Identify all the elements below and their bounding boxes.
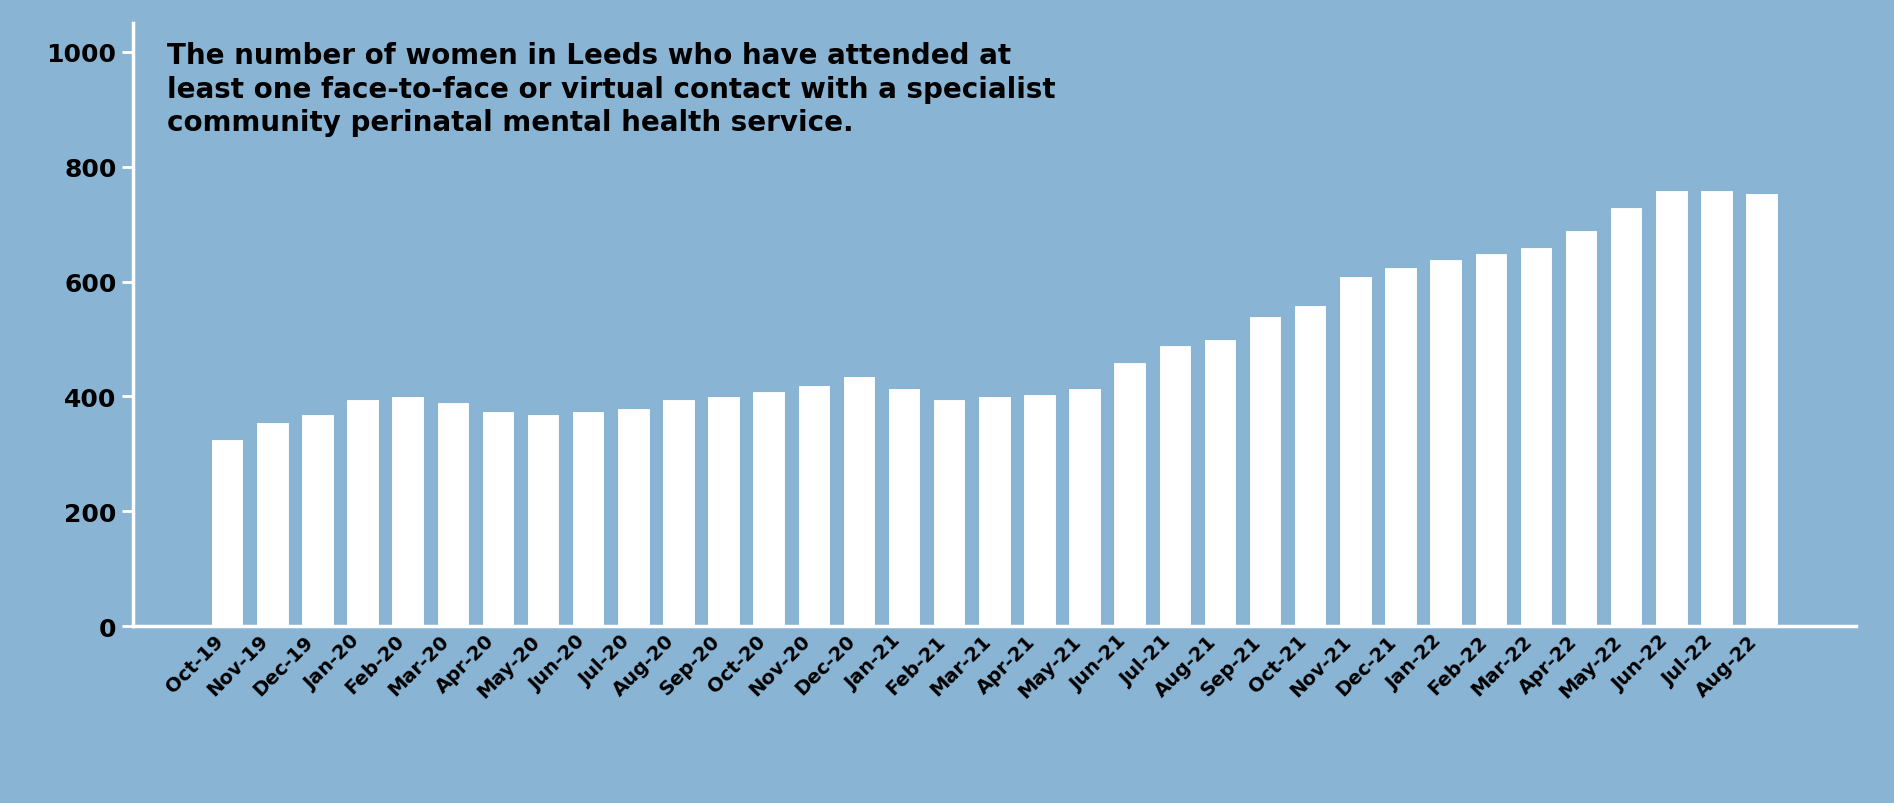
Bar xyxy=(1519,248,1553,626)
Bar xyxy=(1385,268,1417,626)
Bar xyxy=(1564,230,1597,626)
Bar xyxy=(1114,362,1146,626)
Bar xyxy=(210,440,244,626)
Bar xyxy=(1430,259,1462,626)
Bar xyxy=(481,411,513,626)
Bar xyxy=(1294,305,1326,626)
Bar xyxy=(1159,345,1191,626)
Bar xyxy=(1205,340,1237,626)
Bar xyxy=(617,409,650,626)
Bar xyxy=(752,391,784,626)
Bar xyxy=(1339,276,1371,626)
Bar xyxy=(347,400,379,626)
Bar xyxy=(301,414,333,626)
Bar xyxy=(934,400,966,626)
Bar xyxy=(1655,190,1688,626)
Bar xyxy=(843,377,875,626)
Bar xyxy=(1475,254,1508,626)
Bar xyxy=(527,414,559,626)
Bar xyxy=(1744,194,1778,626)
Bar xyxy=(256,422,288,626)
Bar xyxy=(977,397,1011,626)
Bar xyxy=(572,411,604,626)
Bar xyxy=(706,397,741,626)
Bar xyxy=(1068,389,1100,626)
Bar xyxy=(797,385,830,626)
Bar xyxy=(888,389,920,626)
Bar xyxy=(663,400,695,626)
Bar xyxy=(1023,394,1055,626)
Bar xyxy=(1701,190,1733,626)
Text: The number of women in Leeds who have attended at
least one face-to-face or virt: The number of women in Leeds who have at… xyxy=(167,42,1055,137)
Bar xyxy=(392,397,424,626)
Bar xyxy=(436,402,470,626)
Bar xyxy=(1610,208,1642,626)
Bar xyxy=(1248,316,1282,626)
